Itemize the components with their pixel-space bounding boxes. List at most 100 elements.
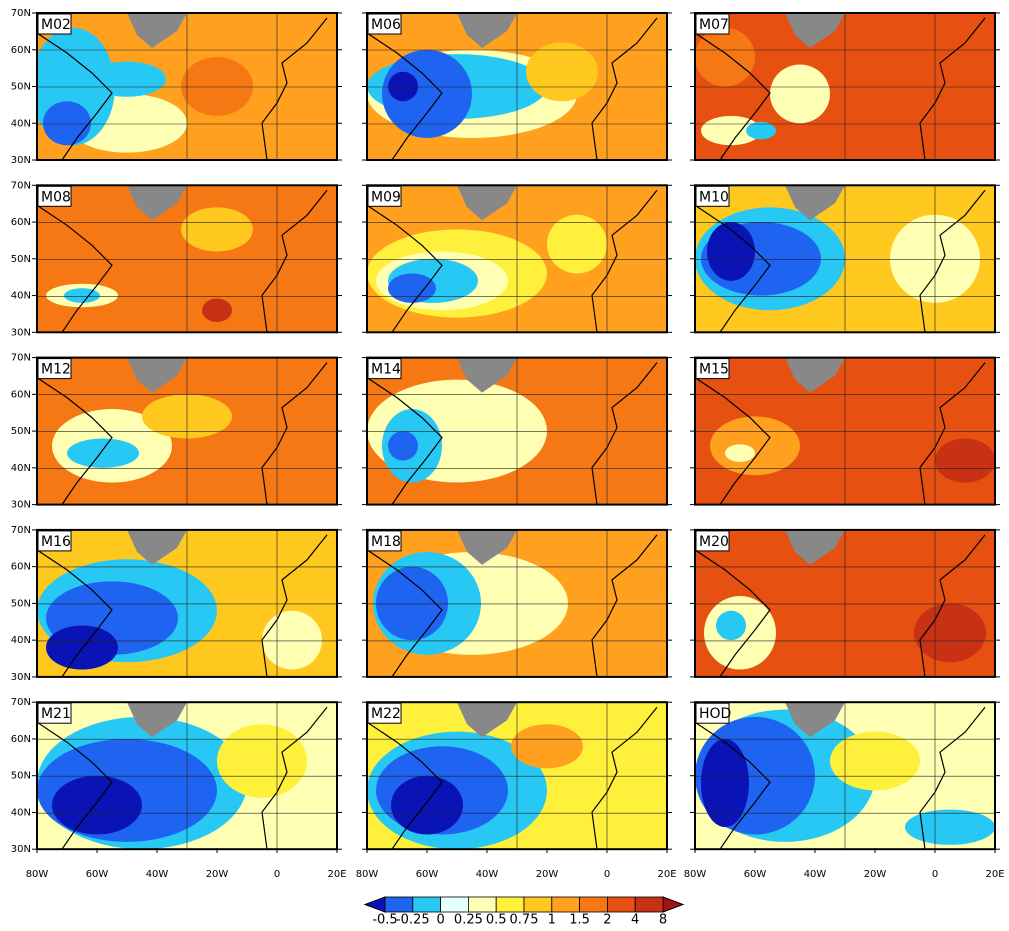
coast — [695, 17, 986, 160]
colorbar-box — [440, 896, 469, 913]
lat-label: 50N — [11, 82, 31, 93]
colorbar-label: 1 — [548, 913, 556, 928]
greenland — [127, 13, 187, 48]
lat-label: 50N — [11, 254, 31, 265]
panel-label: M02 — [41, 17, 71, 33]
field — [37, 702, 337, 850]
field-region — [217, 724, 307, 798]
label-box — [37, 358, 72, 380]
field-region — [181, 57, 253, 116]
lat-label: 60N — [11, 389, 31, 400]
field-region — [701, 115, 761, 146]
field-region — [707, 222, 755, 281]
colorbar-label: -0.5 — [372, 913, 397, 928]
lat-label: 40N — [11, 118, 31, 129]
lat-label: 70N — [11, 697, 31, 708]
label-box — [37, 530, 72, 552]
label-box — [37, 702, 72, 724]
lon-label: 20E — [657, 869, 676, 880]
panel-label: M12 — [41, 362, 71, 378]
field — [37, 185, 337, 333]
field — [695, 13, 995, 160]
colorbar-label: 2 — [603, 913, 611, 928]
label-box — [367, 358, 402, 380]
field-region — [388, 273, 436, 303]
field-region — [547, 214, 607, 274]
colorbar-label: 1.5 — [569, 913, 590, 928]
label-box — [367, 185, 402, 207]
lon-label: 80W — [684, 869, 707, 880]
label-box — [37, 185, 72, 207]
field-region — [511, 724, 583, 769]
field-region — [935, 438, 995, 483]
coast — [37, 189, 328, 333]
greenland — [785, 13, 845, 48]
field-region — [88, 61, 166, 97]
map-panel: 70N 60N 50N 40N 30N M16 — [11, 525, 342, 683]
greenland — [457, 529, 517, 565]
field — [37, 13, 337, 160]
lat-label: 70N — [11, 353, 31, 364]
greenland — [457, 185, 517, 221]
lat-label: 50N — [11, 598, 31, 609]
map-panel: M20 — [690, 528, 1000, 678]
coast — [695, 189, 986, 333]
coast — [695, 534, 986, 677]
field-region — [695, 27, 755, 87]
lat-label: 60N — [11, 217, 31, 228]
lat-label: 50N — [11, 426, 31, 437]
panel-label: M16 — [41, 534, 71, 550]
label-box — [695, 185, 730, 207]
field-region — [181, 207, 253, 252]
coast — [367, 17, 658, 160]
panel-label: HOD — [699, 706, 731, 722]
field-region — [830, 731, 920, 791]
coast — [367, 189, 658, 333]
panel-label: M18 — [371, 534, 401, 550]
lon-label: 20E — [985, 869, 1004, 880]
lat-label: 70N — [11, 180, 31, 191]
coast — [37, 534, 328, 677]
colorbar-label: -0.25 — [396, 913, 430, 928]
field-region — [382, 49, 472, 138]
coast — [695, 362, 986, 505]
panel-label: M15 — [699, 362, 729, 378]
field-region — [262, 610, 322, 670]
label-box — [695, 13, 730, 35]
field — [37, 529, 337, 677]
coast — [37, 362, 328, 505]
panel-label: M21 — [41, 706, 71, 722]
field-region — [388, 71, 418, 102]
field-region — [388, 431, 418, 461]
lon-label: 0 — [604, 869, 610, 880]
label-box — [367, 702, 402, 724]
map-panel: M06 — [362, 12, 672, 161]
map-panel: HOD — [690, 701, 1000, 851]
lat-label: 60N — [11, 562, 31, 573]
colorbar-label: 0.75 — [510, 913, 539, 928]
field-region — [202, 298, 232, 323]
label-box — [37, 13, 72, 35]
lat-label: 30N — [11, 327, 31, 338]
field-region — [391, 775, 463, 835]
colorbar-box — [412, 896, 441, 913]
colorbar-box — [523, 896, 553, 913]
field-region — [746, 121, 776, 140]
lat-label: 70N — [11, 525, 31, 536]
greenland — [785, 529, 845, 565]
field-region — [46, 625, 118, 670]
lat-label: 70N — [11, 8, 31, 19]
coast — [695, 706, 986, 850]
label-box — [367, 530, 402, 552]
map-panel: M14 — [362, 356, 672, 506]
field — [695, 185, 995, 333]
greenland — [785, 702, 845, 738]
map-panel: M15 — [690, 356, 1000, 506]
map-panel: M18 — [362, 528, 672, 678]
colorbar-box — [579, 896, 608, 913]
field — [695, 529, 995, 677]
field-region — [64, 288, 100, 303]
label-box — [695, 702, 730, 724]
field-region — [52, 775, 142, 835]
lon-label: 80W — [26, 869, 49, 880]
